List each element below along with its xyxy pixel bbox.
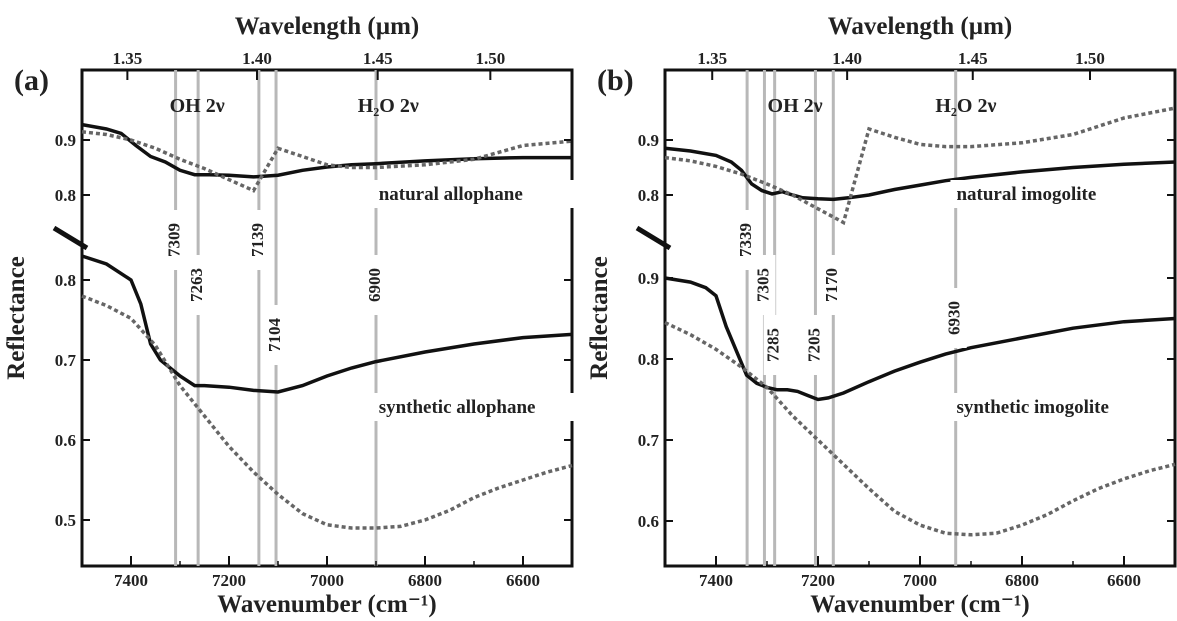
top-tick-label: 1.50 bbox=[1075, 49, 1105, 68]
curve-label-bg bbox=[950, 180, 1146, 208]
line-label-bg bbox=[187, 255, 210, 315]
band-annotation: OH 2ν bbox=[170, 95, 225, 117]
y-tick-label: 0.6 bbox=[55, 431, 76, 450]
line-label-bg bbox=[247, 210, 270, 270]
line-label-bg bbox=[736, 210, 759, 270]
chart-panel-b: 0.6 0.7 0.8 0.9 0.8 0.9 7400 7200 7000 6800 6600 1.… bbox=[586, 13, 1177, 618]
x-tick-label: 7000 bbox=[903, 571, 937, 590]
reference-line-label: 7263 bbox=[187, 268, 206, 302]
series-line-0 bbox=[664, 146, 1176, 202]
line-label-bg bbox=[753, 255, 776, 315]
series-line-1 bbox=[81, 130, 573, 193]
y-axis-title: Reflectance bbox=[586, 256, 613, 380]
reference-line-label: 7104 bbox=[265, 318, 284, 353]
curve-label-bg bbox=[950, 393, 1146, 421]
reference-line-label: 7285 bbox=[764, 328, 783, 362]
y-tick-label: 0.9 bbox=[638, 269, 659, 288]
plot-frame bbox=[663, 68, 1177, 568]
x-tick-label: 6800 bbox=[408, 571, 442, 590]
reference-line-label: 7139 bbox=[248, 223, 267, 257]
y-tick-label: 0.8 bbox=[638, 186, 659, 205]
reference-line-label: 7309 bbox=[164, 223, 183, 257]
line-label-bg bbox=[944, 288, 967, 348]
x-tick-label: 6800 bbox=[1005, 571, 1039, 590]
reference-line-label: 7205 bbox=[804, 328, 823, 362]
line-label-bg bbox=[763, 315, 786, 375]
top-axis-title: Wavelength (µm) bbox=[235, 13, 420, 40]
top-tick-label: 1.35 bbox=[112, 49, 142, 68]
x-tick-label: 7200 bbox=[212, 571, 246, 590]
reference-line-label: 7170 bbox=[822, 268, 841, 302]
series-line-1 bbox=[664, 106, 1176, 226]
panel-label: (b) bbox=[597, 64, 634, 97]
series-line-3 bbox=[81, 294, 573, 530]
curve-label: synthetic imogolite bbox=[956, 397, 1109, 418]
y-axis-title: Reflectance bbox=[3, 256, 30, 380]
y-tick-label: 0.8 bbox=[638, 350, 659, 369]
top-tick-label: 1.50 bbox=[475, 49, 505, 68]
y-tick-label: 0.7 bbox=[638, 431, 660, 450]
x-tick-label: 7200 bbox=[801, 571, 835, 590]
y-tick-label: 0.5 bbox=[55, 511, 76, 530]
curve-label: natural imogolite bbox=[956, 184, 1096, 205]
y-tick-label: 0.8 bbox=[55, 271, 76, 290]
top-tick-label: 1.40 bbox=[832, 49, 862, 68]
series-line-0 bbox=[81, 122, 572, 179]
x-tick-label: 7400 bbox=[699, 571, 733, 590]
reference-line-label: 7339 bbox=[736, 223, 755, 257]
axis-break-mark bbox=[52, 225, 89, 251]
reference-line-label: 7305 bbox=[753, 268, 772, 302]
top-tick-label: 1.35 bbox=[697, 49, 727, 68]
series-line-2 bbox=[81, 254, 573, 394]
x-tick-label: 6600 bbox=[1107, 571, 1141, 590]
top-axis-title: Wavelength (µm) bbox=[828, 13, 1013, 40]
y-tick-label: 0.8 bbox=[55, 186, 76, 205]
curve-label-bg bbox=[372, 180, 588, 208]
line-label-bg bbox=[822, 255, 845, 315]
line-label-bg bbox=[804, 315, 827, 375]
curve-label: synthetic allophane bbox=[379, 397, 536, 418]
panel-label: (a) bbox=[14, 64, 49, 97]
series-line-3 bbox=[664, 321, 1176, 537]
top-tick-label: 1.45 bbox=[363, 49, 393, 68]
band-annotation: H₂O 2ν bbox=[935, 95, 996, 117]
curve-label-bg bbox=[372, 393, 588, 421]
y-tick-label: 0.9 bbox=[55, 131, 76, 150]
x-axis-title: Wavenumber (cm⁻¹) bbox=[217, 591, 437, 618]
line-label-bg bbox=[164, 210, 187, 270]
top-tick-label: 1.45 bbox=[958, 49, 988, 68]
x-axis-title: Wavenumber (cm⁻¹) bbox=[810, 591, 1030, 618]
band-annotation: H₂O 2ν bbox=[358, 95, 419, 117]
chart-panel-a: 0.5 0.6 0.7 0.8 0.8 0.9 7400 7200 7000 6800 6600 1.… bbox=[3, 13, 588, 618]
plot-frame bbox=[80, 68, 574, 568]
line-label-bg bbox=[265, 305, 288, 365]
y-tick-label: 0.6 bbox=[638, 512, 659, 531]
line-label-bg bbox=[365, 255, 387, 315]
curve-label: natural allophane bbox=[379, 184, 523, 205]
reference-line-label: 6930 bbox=[945, 301, 964, 335]
y-tick-label: 0.9 bbox=[638, 131, 659, 150]
axis-break-mark bbox=[635, 225, 672, 251]
x-tick-label: 6600 bbox=[506, 571, 540, 590]
x-tick-label: 7400 bbox=[114, 571, 148, 590]
reference-line-label: 6900 bbox=[365, 268, 384, 302]
x-tick-label: 7000 bbox=[310, 571, 344, 590]
band-annotation: OH 2ν bbox=[768, 95, 823, 117]
series-line-2 bbox=[664, 276, 1176, 402]
y-tick-label: 0.7 bbox=[55, 351, 77, 370]
top-tick-label: 1.40 bbox=[242, 49, 272, 68]
